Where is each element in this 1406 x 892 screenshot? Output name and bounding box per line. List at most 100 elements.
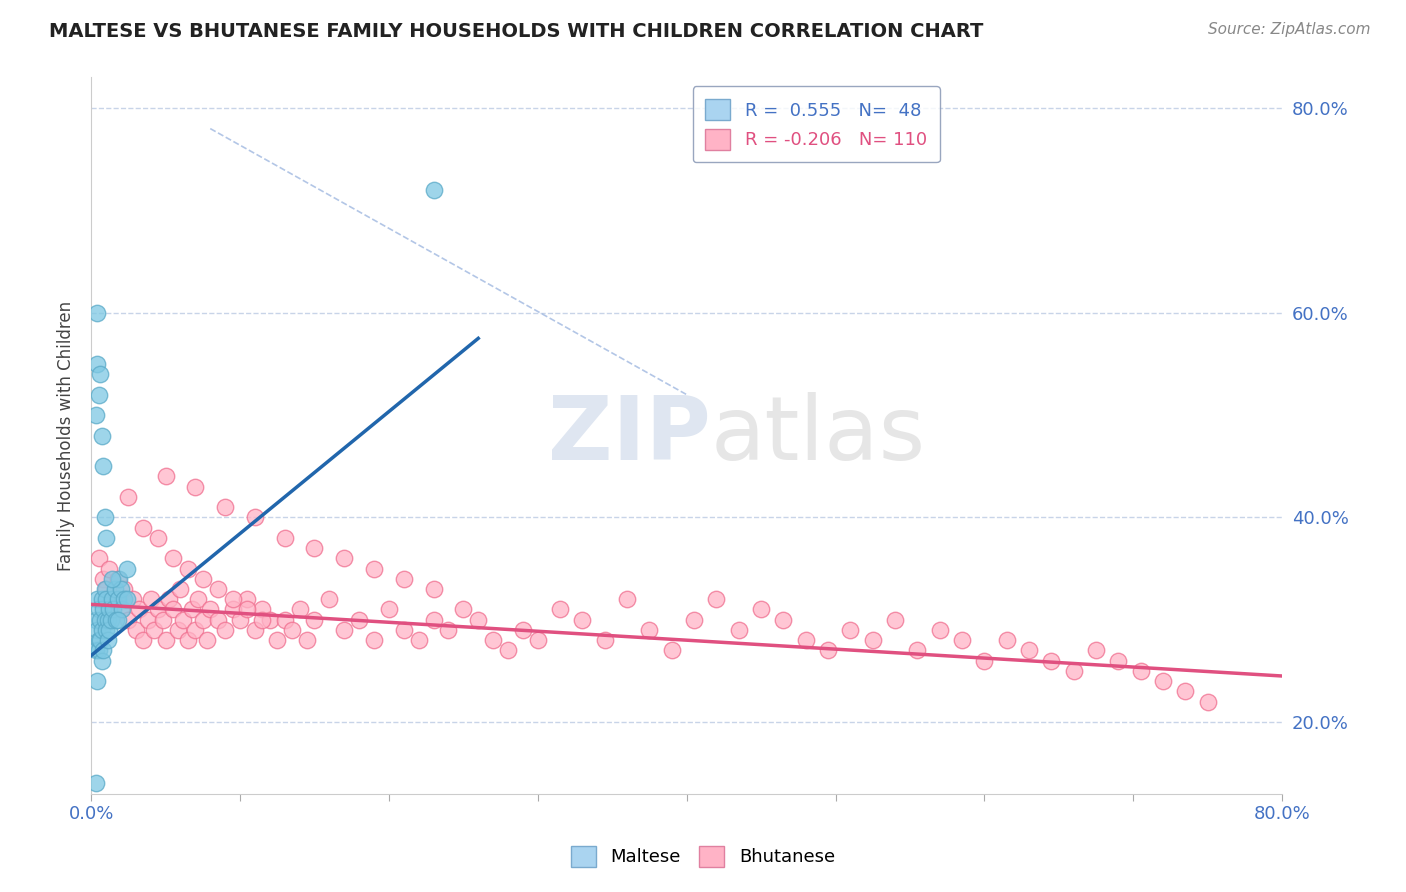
Point bbox=[221, 592, 243, 607]
Point bbox=[107, 613, 129, 627]
Point bbox=[91, 572, 114, 586]
Point bbox=[295, 633, 318, 648]
Point bbox=[184, 480, 207, 494]
Point bbox=[422, 582, 444, 596]
Point bbox=[146, 602, 169, 616]
Point bbox=[86, 306, 108, 320]
Point bbox=[90, 623, 112, 637]
Point bbox=[252, 613, 274, 627]
Point bbox=[100, 613, 122, 627]
Point bbox=[817, 643, 839, 657]
Point bbox=[146, 531, 169, 545]
Point bbox=[1040, 654, 1063, 668]
Point bbox=[973, 654, 995, 668]
Point bbox=[162, 602, 184, 616]
Point bbox=[928, 623, 950, 637]
Point bbox=[166, 623, 188, 637]
Legend: R =  0.555   N=  48, R = -0.206   N= 110: R = 0.555 N= 48, R = -0.206 N= 110 bbox=[693, 87, 939, 162]
Point bbox=[273, 531, 295, 545]
Point bbox=[638, 623, 661, 637]
Point bbox=[94, 531, 117, 545]
Point bbox=[132, 521, 155, 535]
Point bbox=[706, 592, 728, 607]
Point bbox=[191, 572, 214, 586]
Point bbox=[214, 623, 236, 637]
Y-axis label: Family Households with Children: Family Households with Children bbox=[58, 301, 75, 571]
Point bbox=[482, 633, 505, 648]
Point bbox=[1197, 695, 1219, 709]
Point bbox=[93, 582, 115, 596]
Point bbox=[117, 490, 139, 504]
Point bbox=[862, 633, 884, 648]
Point bbox=[107, 592, 129, 607]
Point bbox=[125, 623, 148, 637]
Point bbox=[96, 613, 118, 627]
Point bbox=[243, 510, 266, 524]
Point bbox=[229, 613, 252, 627]
Point bbox=[236, 592, 259, 607]
Point bbox=[1018, 643, 1040, 657]
Point bbox=[89, 633, 111, 648]
Point bbox=[169, 582, 191, 596]
Point bbox=[90, 428, 112, 442]
Point bbox=[91, 643, 114, 657]
Point bbox=[593, 633, 616, 648]
Point bbox=[155, 633, 177, 648]
Point bbox=[378, 602, 401, 616]
Point bbox=[86, 592, 108, 607]
Point bbox=[96, 633, 118, 648]
Point bbox=[107, 572, 129, 586]
Point bbox=[132, 633, 155, 648]
Point bbox=[93, 613, 115, 627]
Point bbox=[94, 592, 117, 607]
Point bbox=[266, 633, 288, 648]
Point bbox=[155, 469, 177, 483]
Point bbox=[273, 613, 295, 627]
Point bbox=[616, 592, 638, 607]
Point bbox=[950, 633, 973, 648]
Point bbox=[111, 602, 134, 616]
Point bbox=[139, 592, 162, 607]
Point bbox=[304, 613, 326, 627]
Point bbox=[496, 643, 519, 657]
Point bbox=[236, 602, 259, 616]
Point bbox=[347, 613, 370, 627]
Point bbox=[214, 500, 236, 515]
Point bbox=[103, 602, 125, 616]
Point bbox=[87, 643, 110, 657]
Point bbox=[101, 572, 124, 586]
Point bbox=[907, 643, 929, 657]
Point bbox=[94, 582, 117, 596]
Point bbox=[104, 582, 127, 596]
Point bbox=[86, 623, 108, 637]
Point bbox=[571, 613, 593, 627]
Point bbox=[103, 592, 125, 607]
Point bbox=[772, 613, 794, 627]
Point bbox=[1107, 654, 1129, 668]
Point bbox=[288, 602, 311, 616]
Text: ZIP: ZIP bbox=[548, 392, 710, 479]
Point bbox=[1085, 643, 1108, 657]
Text: atlas: atlas bbox=[710, 392, 925, 479]
Point bbox=[794, 633, 817, 648]
Point bbox=[101, 592, 124, 607]
Point bbox=[105, 613, 128, 627]
Text: Source: ZipAtlas.com: Source: ZipAtlas.com bbox=[1208, 22, 1371, 37]
Point bbox=[84, 643, 107, 657]
Point bbox=[93, 510, 115, 524]
Point bbox=[333, 623, 356, 637]
Point bbox=[112, 582, 135, 596]
Point bbox=[221, 602, 243, 616]
Point bbox=[281, 623, 304, 637]
Point bbox=[142, 623, 165, 637]
Point bbox=[177, 561, 200, 575]
Point bbox=[727, 623, 749, 637]
Point bbox=[304, 541, 326, 555]
Point bbox=[128, 602, 150, 616]
Point bbox=[207, 613, 229, 627]
Point bbox=[84, 776, 107, 790]
Point bbox=[87, 602, 110, 616]
Point bbox=[87, 551, 110, 566]
Point bbox=[121, 592, 143, 607]
Point bbox=[117, 613, 139, 627]
